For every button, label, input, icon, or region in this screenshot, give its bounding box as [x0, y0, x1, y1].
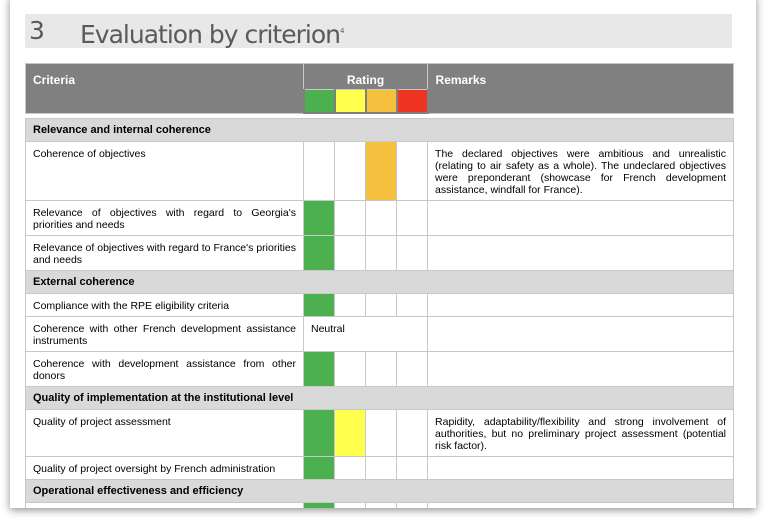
rating-cell	[395, 235, 429, 271]
remarks	[427, 293, 735, 317]
remarks	[427, 200, 735, 236]
rating-cell	[334, 456, 366, 480]
criterion: Coherence with other French development …	[25, 316, 304, 352]
rating-text: Neutral	[302, 316, 429, 352]
rating-cell-filled	[303, 502, 335, 508]
criterion: Quality of project assessment	[25, 409, 304, 457]
rating-cell-filled	[334, 409, 366, 457]
criterion-row: Relevance of objectives with regard to G…	[25, 200, 735, 236]
rating-cell	[365, 502, 397, 508]
criterion: Coherence of objectives	[25, 141, 304, 201]
criterion-row: Relevance of objectives with regard to F…	[25, 235, 735, 271]
rating-cell	[334, 141, 366, 201]
criterion-row: Technical and financial execution	[25, 502, 735, 508]
rating-swatch	[395, 89, 429, 114]
criterion-row: Quality of project oversight by French a…	[25, 456, 735, 480]
rating-cell	[365, 409, 397, 457]
rating-cell-filled	[303, 351, 335, 387]
rating-cell	[395, 456, 429, 480]
remarks	[427, 456, 735, 480]
rating-cell	[395, 200, 429, 236]
criterion-row: Coherence with development assistance fr…	[25, 351, 735, 387]
section-title: External coherence	[24, 270, 735, 294]
rating-cell	[303, 141, 335, 201]
section-row: Relevance and internal coherence	[24, 118, 735, 142]
page: 3 Evaluation by criterion4 Criteria Rati…	[10, 0, 756, 508]
rating-swatch	[364, 89, 398, 114]
rating-swatch	[302, 89, 336, 114]
criterion: Coherence with development assistance fr…	[25, 351, 304, 387]
rating-cell	[334, 235, 366, 271]
rating-cell-filled	[303, 200, 335, 236]
rating-cell	[334, 351, 366, 387]
rating-cell	[365, 200, 397, 236]
remarks	[427, 316, 735, 352]
rating-cell-filled	[303, 235, 335, 271]
rating-cell-filled	[303, 409, 335, 457]
rating-cell	[395, 141, 429, 201]
heading-number: 3	[29, 16, 45, 45]
criterion: Technical and financial execution	[25, 502, 304, 508]
heading-text: Evaluation by criterion	[80, 20, 341, 49]
remarks: The declared objectives were ambitious a…	[427, 141, 735, 201]
rating-cell	[365, 235, 397, 271]
rating-cell	[395, 409, 429, 457]
criterion-row: Compliance with the RPE eligibility crit…	[25, 293, 735, 317]
section-row: External coherence	[24, 270, 735, 294]
remarks	[427, 351, 735, 387]
rating-cell	[365, 293, 397, 317]
section-title: Operational effectiveness and efficiency	[24, 479, 735, 503]
remarks	[427, 502, 735, 508]
section-row: Operational effectiveness and efficiency	[24, 479, 735, 503]
rating-cell	[395, 502, 429, 508]
evaluation-table: Criteria Rating Remarks Relevance and in…	[24, 63, 735, 508]
section-title: Relevance and internal coherence	[24, 118, 735, 142]
column-header: Remarks	[427, 63, 735, 114]
criterion: Relevance of objectives with regard to F…	[25, 235, 304, 271]
rating-cell-filled	[303, 456, 335, 480]
rating-cell	[334, 293, 366, 317]
criterion-row: Quality of project assessment Rapidity, a…	[25, 409, 735, 457]
heading: 3 Evaluation by criterion4	[25, 14, 732, 49]
section-row: Quality of implementation at the institu…	[24, 386, 735, 410]
rating-swatch	[333, 89, 367, 114]
rating-cell	[395, 351, 429, 387]
rating-cell	[334, 200, 366, 236]
criterion: Compliance with the RPE eligibility crit…	[25, 293, 304, 317]
column-header: Rating	[302, 63, 429, 90]
criterion-row: Coherence of objectives The declared obje…	[25, 141, 735, 201]
rating-cell	[365, 351, 397, 387]
criterion-row: Coherence with other French development …	[25, 316, 735, 352]
heading-title: Evaluation by criterion4	[80, 14, 344, 52]
footnote-ref: 4	[339, 27, 345, 35]
rating-cell	[334, 502, 366, 508]
rating-cell-filled	[303, 293, 335, 317]
rating-cell	[365, 456, 397, 480]
remarks: Rapidity, adaptability/flexibility and s…	[427, 409, 735, 457]
section-title: Quality of implementation at the institu…	[24, 386, 735, 410]
column-header: Criteria	[25, 63, 304, 114]
rating-cell-filled	[365, 141, 397, 201]
rating-cell	[395, 293, 429, 317]
remarks	[427, 235, 735, 271]
criterion: Relevance of objectives with regard to G…	[25, 200, 304, 236]
criterion: Quality of project oversight by French a…	[25, 456, 304, 480]
